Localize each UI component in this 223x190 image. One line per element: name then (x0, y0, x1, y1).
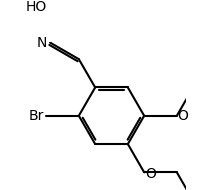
Text: N: N (36, 36, 47, 50)
Text: O: O (146, 167, 157, 181)
Text: Br: Br (29, 109, 44, 123)
Text: HO: HO (26, 0, 47, 14)
Text: O: O (178, 109, 188, 123)
